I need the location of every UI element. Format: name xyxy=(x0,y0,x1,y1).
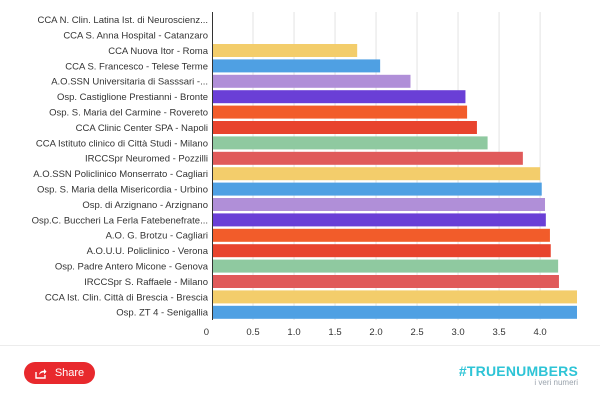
category-label: A.O.SSN Policlinico Monserrato - Cagliar… xyxy=(33,169,208,180)
bar xyxy=(212,74,411,88)
gridlines xyxy=(252,12,541,320)
category-label: CCA Ist. Clin. Città di Brescia - Bresci… xyxy=(45,292,209,303)
bars xyxy=(212,44,577,319)
brand-main-text: #TRUENUMBERS xyxy=(458,363,578,379)
brand-sub-text: i veri numeri xyxy=(534,378,578,387)
bar xyxy=(212,244,551,258)
category-label: A.O.U.U. Policlinico - Verona xyxy=(87,246,209,257)
x-tick-label: 1.5 xyxy=(328,327,341,338)
bar xyxy=(212,213,546,227)
bar xyxy=(212,305,577,319)
category-label: Osp. S. Maria della Misericordia - Urbin… xyxy=(37,185,208,196)
category-label: Osp. S. Maria del Carmine - Rovereto xyxy=(49,108,208,119)
bar xyxy=(212,136,488,150)
footer-divider xyxy=(0,345,600,346)
category-label: CCA Clinic Center SPA - Napoli xyxy=(76,123,208,134)
category-label: A.O.SSN Universitaria di Sasssari -... xyxy=(51,77,208,88)
category-label: IRCCSpr S. Raffaele - Milano xyxy=(84,277,208,288)
category-label: CCA Nuova Itor - Roma xyxy=(108,46,208,57)
x-tick-label: 4.0 xyxy=(533,327,546,338)
share-button[interactable]: Share xyxy=(24,362,95,384)
bar xyxy=(212,44,358,57)
x-tick-label: 2.0 xyxy=(369,327,382,338)
bar xyxy=(212,290,577,304)
brand-logo: #TRUENUMBERS i veri numeri xyxy=(459,364,578,387)
category-label: Osp. Padre Antero Micone - Genova xyxy=(55,262,209,273)
bar xyxy=(212,275,559,288)
x-tick-labels: 0 0.5 1.0 1.5 2.0 2.5 3.0 3.5 4.0 xyxy=(204,327,547,338)
bar xyxy=(212,167,541,181)
x-tick-label: 2.5 xyxy=(410,327,423,338)
bar xyxy=(212,90,466,104)
bar xyxy=(212,151,523,165)
category-label: Osp.C. Buccheri La Ferla Fatebenefrate..… xyxy=(32,215,208,226)
bar xyxy=(212,182,542,196)
category-label: Osp. ZT 4 - Senigallia xyxy=(116,308,208,319)
category-label: CCA S. Anna Hospital - Catanzaro xyxy=(63,31,208,42)
bar xyxy=(212,105,468,119)
bar xyxy=(212,198,546,211)
x-tick-label: 0 xyxy=(204,327,209,338)
share-label: Share xyxy=(54,367,85,379)
category-label: Osp. Castiglione Prestianni - Bronte xyxy=(57,92,208,103)
x-tick-label: 3.5 xyxy=(492,327,505,338)
bar xyxy=(212,121,477,134)
category-label: CCA N. Clin. Latina Ist. di Neuroscienz.… xyxy=(37,15,208,26)
category-label: CCA S. Francesco - Telese Terme xyxy=(65,61,208,72)
bar-chart: CCA N. Clin. Latina Ist. di Neuroscienz.… xyxy=(32,12,577,338)
category-label: IRCCSpr Neuromed - Pozzilli xyxy=(85,154,208,165)
share-icon xyxy=(35,368,47,379)
bar xyxy=(212,228,550,242)
x-tick-label: 3.0 xyxy=(451,327,464,338)
category-label: CCA Istituto clinico di Città Studi - Mi… xyxy=(36,138,208,149)
category-labels: CCA N. Clin. Latina Ist. di Neuroscienz.… xyxy=(32,15,209,319)
category-label: A.O. G. Brotzu - Cagliari xyxy=(106,231,208,242)
bar xyxy=(212,259,559,273)
bar xyxy=(212,59,381,73)
x-tick-label: 1.0 xyxy=(287,327,300,338)
category-label: Osp. di Arzignano - Arzignano xyxy=(82,200,208,211)
x-tick-label: 0.5 xyxy=(246,327,259,338)
